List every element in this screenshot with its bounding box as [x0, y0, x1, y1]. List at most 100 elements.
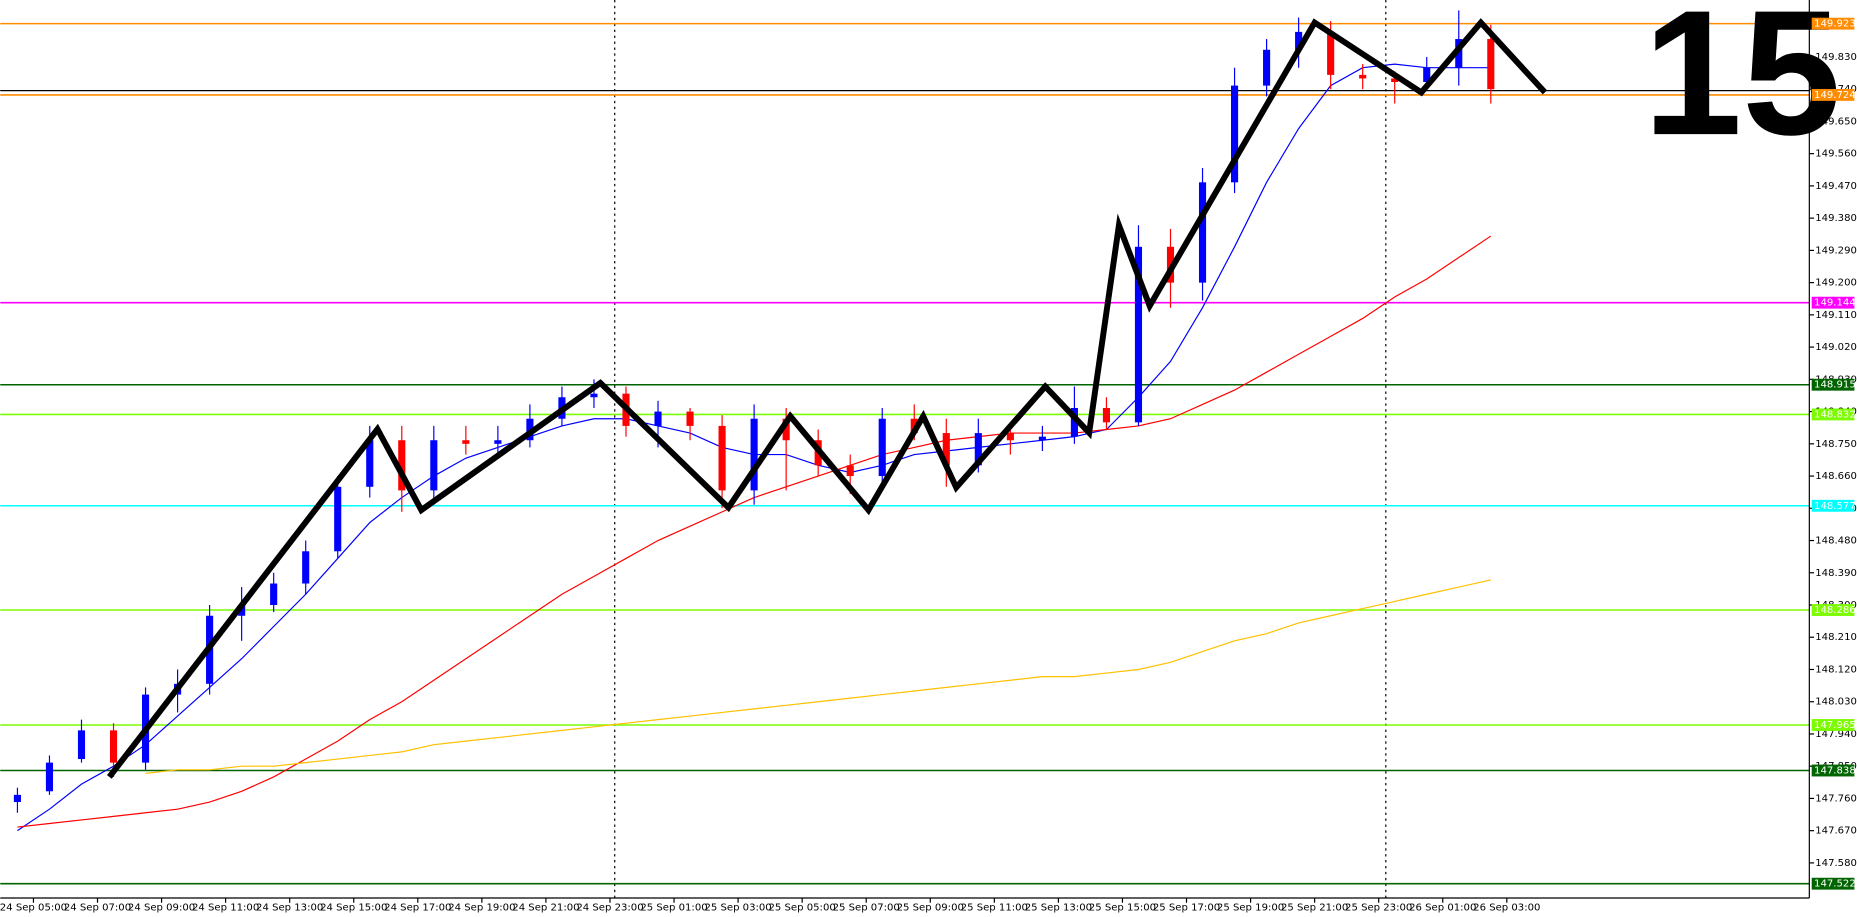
candle-body: [782, 418, 790, 441]
candle-body: [1295, 31, 1303, 50]
candle-body: [1327, 31, 1335, 75]
level-label: 147.838: [1814, 765, 1856, 776]
x-tick-label: 25 Sep 19:00: [1217, 903, 1284, 914]
level-label: 148.577: [1814, 501, 1856, 512]
x-tick-label: 25 Sep 17:00: [1153, 903, 1220, 914]
candle-body: [430, 440, 438, 491]
x-tick-label: 24 Sep 09:00: [128, 903, 195, 914]
zigzag: [107, 18, 1548, 779]
x-tick-label: 25 Sep 15:00: [1089, 903, 1156, 914]
y-tick-label: 148.750: [1815, 439, 1857, 450]
x-tick-label: 25 Sep 07:00: [833, 903, 900, 914]
x-tick-label: 26 Sep 03:00: [1473, 903, 1540, 914]
level-label-box: [1811, 408, 1855, 421]
y-tick-label: 148.660: [1815, 471, 1857, 482]
candle-body: [590, 393, 598, 398]
candle-body: [366, 440, 374, 487]
level-label-box: [1811, 499, 1855, 512]
candle-body: [45, 762, 54, 792]
y-tick-label: 148.210: [1815, 632, 1857, 643]
x-tick-label: 24 Sep 23:00: [576, 903, 643, 914]
x-tick-label: 25 Sep 03:00: [704, 903, 771, 914]
level-label-box: [1811, 719, 1855, 731]
level-label-box: [1811, 17, 1855, 30]
candle-body: [1263, 49, 1271, 86]
candle-body: [1134, 246, 1143, 423]
x-tick-label: 24 Sep 17:00: [384, 903, 451, 914]
y-tick-label: 149.200: [1815, 278, 1857, 289]
level-label: 147.965: [1814, 720, 1856, 731]
level-label: 149.724: [1814, 90, 1856, 101]
level-label: 149.923: [1814, 19, 1856, 30]
level-label: 148.915: [1814, 380, 1856, 391]
y-tick-label: 149.470: [1815, 181, 1857, 192]
candle-body: [750, 418, 758, 491]
candle-body: [1102, 407, 1111, 423]
candle-body: [654, 411, 662, 426]
candle-body: [1359, 74, 1367, 79]
candle-body: [334, 486, 342, 552]
level-label: 147.522: [1814, 879, 1856, 890]
x-tick-label: 24 Sep 21:00: [512, 903, 579, 914]
candle-body: [718, 425, 726, 491]
candle-body: [270, 583, 278, 606]
candle-body: [1423, 67, 1431, 83]
level-label-box: [1811, 604, 1855, 616]
candle-body: [462, 440, 470, 444]
candle-body: [1487, 39, 1495, 90]
level-label: 148.286: [1814, 605, 1856, 616]
candle-body: [846, 465, 854, 477]
y-tick-label: 149.560: [1815, 149, 1857, 160]
level-label: 149.144: [1814, 298, 1856, 309]
y-tick-label: 148.390: [1815, 568, 1857, 579]
candle-body: [1070, 407, 1078, 437]
y-tick-label: 149.650: [1815, 116, 1857, 127]
candle-body: [1231, 85, 1239, 183]
level-label-box: [1811, 296, 1855, 309]
y-tick-label: 149.290: [1815, 245, 1857, 256]
y-tick-label: 149.380: [1815, 213, 1857, 224]
x-tick-label: 25 Sep 13:00: [1025, 903, 1092, 914]
x-tick-label: 25 Sep 11:00: [961, 903, 1028, 914]
x-tick-label: 24 Sep 07:00: [64, 903, 131, 914]
plot: [0, 10, 1810, 885]
candle-body: [302, 551, 310, 584]
y-tick-label: 149.830: [1815, 52, 1857, 63]
candle-body: [77, 730, 86, 760]
level-label-box: [1811, 378, 1855, 391]
candle-body: [1391, 78, 1399, 83]
candle-body: [1198, 182, 1207, 283]
x-tick-label: 25 Sep 05:00: [769, 903, 836, 914]
moving-average: [145, 579, 1491, 774]
x-tick-label: 24 Sep 19:00: [448, 903, 515, 914]
candle-body: [1006, 433, 1014, 441]
y-tick-label: 148.480: [1815, 536, 1857, 547]
x-tick-label: 25 Sep 09:00: [897, 903, 964, 914]
x-tick-label: 24 Sep 13:00: [256, 903, 323, 914]
x-tick-label: 25 Sep 23:00: [1345, 903, 1412, 914]
candle-body: [13, 794, 21, 803]
x-tick-label: 24 Sep 11:00: [192, 903, 259, 914]
y-tick-label: 148.030: [1815, 697, 1857, 708]
y-tick-label: 148.120: [1815, 664, 1857, 675]
level-label: 148.832: [1814, 409, 1856, 420]
y-tick-label: 149.020: [1815, 342, 1857, 353]
x-tick-label: 24 Sep 05:00: [0, 903, 67, 914]
level-label-box: [1811, 764, 1855, 777]
candle-body: [686, 411, 694, 426]
x-tick-label: 24 Sep 15:00: [320, 903, 387, 914]
y-tick-label: 147.670: [1815, 826, 1857, 837]
candle-body: [398, 440, 406, 491]
level-label-box: [1811, 88, 1855, 101]
candle-body: [878, 418, 886, 477]
x-tick-label: 25 Sep 01:00: [640, 903, 707, 914]
candle-body: [109, 730, 118, 763]
y-tick-label: 147.760: [1815, 793, 1857, 804]
level-label-box: [1811, 877, 1855, 890]
candle-body: [974, 433, 982, 466]
x-tick-label: 26 Sep 01:00: [1409, 903, 1476, 914]
candle-body: [494, 440, 502, 444]
candle-body: [238, 605, 246, 616]
